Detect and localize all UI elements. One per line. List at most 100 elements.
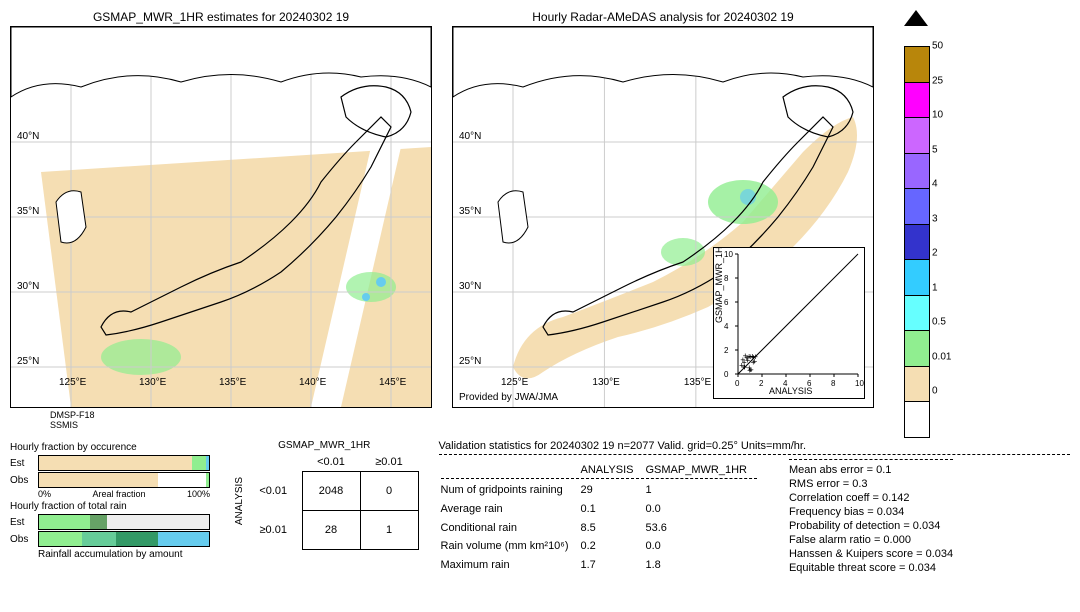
stats-hdr [441,461,579,479]
svg-text:135°E: 135°E [219,377,247,388]
contingency-title: GSMAP_MWR_1HR [230,440,419,451]
svg-text:25°N: 25°N [459,356,481,367]
left-map-panel: GSMAP_MWR_1HR estimates for 20240302 19 … [10,10,432,430]
occ-est-bar: Est [10,455,210,471]
est-label: Est [10,458,38,469]
scatter-svg: 00224466881010++++++++++++++++++++ANALYS… [714,248,864,398]
svg-text:135°E: 135°E [684,377,712,388]
stats-cell: Average rain [441,500,579,517]
svg-text:+: + [751,353,756,363]
est-label2: Est [10,517,38,528]
contingency-table: <0.01≥0.01<0.0120480≥0.01281 [245,453,419,550]
stats-block: Validation statistics for 20240302 19 n=… [439,440,1071,576]
stats-cell: 0.0 [646,500,757,517]
obs-label: Obs [10,475,38,486]
metric-line: Frequency bias = 0.034 [789,506,953,518]
svg-text:+: + [740,355,745,365]
colorbar-tick: 1 [932,282,938,293]
stats-hdr: ANALYSIS [581,461,644,479]
colorbar: 502510543210.50.010 [904,46,928,426]
metrics-list: Mean abs error = 0.1 RMS error = 0.3 Corre… [789,459,953,576]
fraction-charts: Hourly fraction by occurence Est Obs 0% … [10,440,210,562]
stats-cell: Rain volume (mm km²10⁶) [441,538,579,555]
colorbar-tick: 0.5 [932,317,946,328]
metric-line: Correlation coeff = 0.142 [789,492,953,504]
svg-text:2: 2 [759,379,764,388]
tot-obs-bar: Obs [10,531,210,547]
svg-text:10: 10 [724,250,733,259]
stats-cell: 29 [581,481,644,498]
axis-right: 100% [187,489,210,499]
bottom-row: Hourly fraction by occurence Est Obs 0% … [10,440,1070,576]
colorbar-panel: 502510543210.50.010 [904,10,928,430]
svg-text:25°N: 25°N [17,356,39,367]
contingency-cell: 28 [302,511,360,550]
metric-line: False alarm ratio = 0.000 [789,534,953,546]
svg-text:130°E: 130°E [139,377,167,388]
svg-text:30°N: 30°N [459,281,481,292]
contingency-cell: 0 [360,472,418,511]
scatter-inset: 00224466881010++++++++++++++++++++ANALYS… [713,247,865,399]
svg-text:140°E: 140°E [299,377,327,388]
colorbar-tick: 0 [932,386,938,397]
svg-text:GSMAP_MWR_1HR: GSMAP_MWR_1HR [714,248,724,323]
tot-est-track [38,514,210,530]
colorbar-tick: 10 [932,110,943,121]
tot-est-bar: Est [10,514,210,530]
contingency-side-label: ANALYSIS [230,477,245,525]
stats-cell: 0.2 [581,538,644,555]
svg-text:8: 8 [831,379,836,388]
stats-title: Validation statistics for 20240302 19 n=… [439,440,1071,455]
metric-line: Equitable threat score = 0.034 [789,562,953,574]
stats-cell: 53.6 [646,519,757,536]
tot-title: Hourly fraction of total rain [10,501,210,512]
svg-text:145°E: 145°E [379,377,407,388]
stats-cell: 1.7 [581,557,644,574]
svg-text:125°E: 125°E [59,377,87,388]
colorbar-arrow-icon [904,10,928,26]
svg-text:130°E: 130°E [592,377,620,388]
stats-table: ANALYSISGSMAP_MWR_1HR Num of gridpoints r… [439,459,759,576]
occ-title: Hourly fraction by occurence [10,442,210,453]
stats-cell: Maximum rain [441,557,579,574]
left-map-svg: 45°N40°N35°N30°N25°N125°E130°E135°E140°E… [11,27,431,407]
colorbar-tick: 4 [932,179,938,190]
svg-text:0: 0 [724,370,729,379]
stats-cell: 0.0 [646,538,757,555]
svg-text:10: 10 [855,379,864,388]
left-map: 45°N40°N35°N30°N25°N125°E130°E135°E140°E… [10,26,432,408]
contingency-cell: 2048 [302,472,360,511]
tot-obs-track [38,531,210,547]
svg-text:ANALYSIS: ANALYSIS [769,386,812,396]
metric-line: Mean abs error = 0.1 [789,464,953,476]
stats-columns: ANALYSISGSMAP_MWR_1HR Num of gridpoints r… [439,459,1071,576]
contingency-panel: GSMAP_MWR_1HR ANALYSIS <0.01≥0.01<0.0120… [230,440,419,550]
svg-text:+: + [748,365,753,375]
svg-text:8: 8 [724,274,729,283]
colorbar-tick: 2 [932,248,938,259]
svg-text:40°N: 40°N [17,131,39,142]
stats-cell: Num of gridpoints raining [441,481,579,498]
svg-text:35°N: 35°N [459,206,481,217]
axis-left: 0% [38,489,51,499]
metric-line: RMS error = 0.3 [789,478,953,490]
svg-text:4: 4 [724,322,729,331]
metric-line: Probability of detection = 0.034 [789,520,953,532]
obs-label2: Obs [10,534,38,545]
stats-hdr: GSMAP_MWR_1HR [646,461,757,479]
stats-cell: 1.8 [646,557,757,574]
occ-axis: 0% Areal fraction 100% [38,489,210,499]
svg-text:2: 2 [724,346,729,355]
svg-text:40°N: 40°N [459,131,481,142]
metric-line: Hanssen & Kuipers score = 0.034 [789,548,953,560]
left-map-footnote: DMSP-F18 SSMIS [50,410,432,430]
svg-text:6: 6 [724,298,729,307]
colorbar-tick: 25 [932,75,943,86]
rainfall-caption: Rainfall accumulation by amount [38,549,210,560]
contingency-cell: 1 [360,511,418,550]
right-map: 45°N40°N35°N30°N25°N125°E130°E135°E 0022… [452,26,874,408]
colorbar-tick: 5 [932,144,938,155]
svg-text:35°N: 35°N [17,206,39,217]
colorbar-tick: 3 [932,213,938,224]
stats-cell: 1 [646,481,757,498]
